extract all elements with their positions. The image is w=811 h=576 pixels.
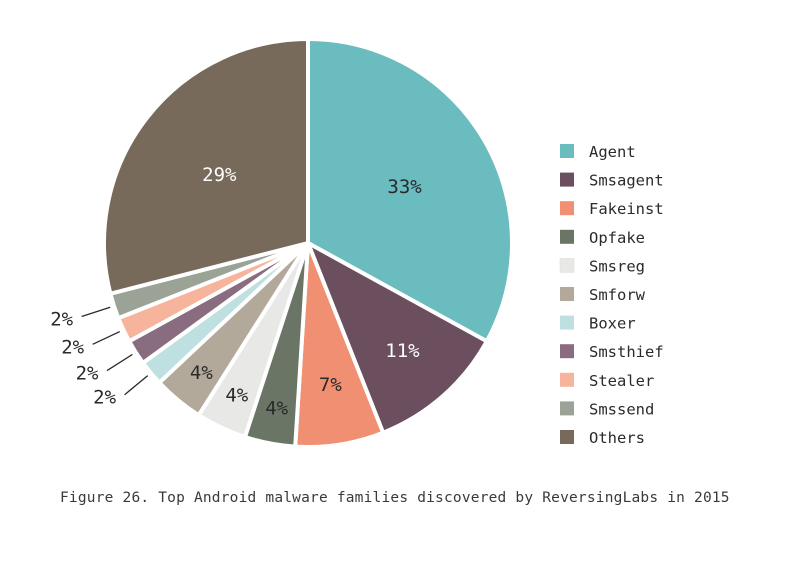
data-label-stealer: 2% [61, 336, 84, 358]
legend-item-others: Others [560, 429, 645, 447]
legend-label-others: Others [589, 429, 645, 447]
legend-swatch-opfake [560, 229, 574, 244]
data-label-agent: 33% [387, 176, 422, 198]
legend-swatch-fakeinst [560, 201, 574, 216]
slice-others [102, 37, 310, 296]
figure-caption: Figure 26. Top Android malware families … [60, 490, 730, 506]
legend-item-smsagent: Smsagent [560, 172, 664, 190]
legend-swatch-stealer [560, 372, 574, 387]
data-label-smforw: 4% [190, 362, 213, 384]
legend-item-smsreg: Smsreg [559, 257, 645, 275]
leader-line-smsthief [106, 353, 133, 372]
legend-label-smsreg: Smsreg [589, 257, 645, 275]
legend-swatch-smsagent [560, 172, 574, 187]
data-label-smsreg: 4% [225, 384, 248, 406]
legend-item-fakeinst: Fakeinst [560, 200, 664, 218]
legend-swatch-smsthief [560, 344, 574, 359]
slice-agent [306, 37, 514, 344]
legend-item-agent: Agent [560, 143, 636, 161]
data-label-opfake: 4% [265, 397, 288, 419]
data-label-smsthief: 2% [76, 363, 99, 385]
legend-swatch-others [560, 430, 574, 444]
legend-label-opfake: Opfake [589, 229, 645, 247]
pie-labels: 33%11%7%4%4%4%2%2%2%2%29% [50, 164, 422, 419]
legend-item-boxer: Boxer [560, 315, 636, 333]
leader-line-stealer [92, 330, 121, 345]
legend-item-smsthief: Smsthief [560, 343, 664, 361]
legend-label-smsthief: Smsthief [589, 343, 664, 361]
data-label-smssend: 2% [50, 309, 73, 331]
data-label-boxer: 2% [93, 387, 116, 409]
data-label-smsagent: 11% [385, 340, 420, 362]
legend-swatch-agent [560, 144, 574, 158]
data-label-others: 29% [202, 164, 237, 186]
legend-item-smforw: Smforw [560, 286, 646, 304]
legend-label-agent: Agent [589, 143, 636, 161]
legend-item-opfake: Opfake [560, 229, 645, 247]
leader-line-smssend [81, 306, 111, 318]
legend-swatch-smsreg [559, 258, 575, 273]
legend-label-stealer: Stealer [589, 372, 654, 390]
slice-smsagent [306, 241, 489, 435]
legend-label-smssend: Smssend [589, 400, 654, 418]
legend-label-boxer: Boxer [589, 315, 636, 333]
legend-swatch-smforw [560, 287, 574, 301]
leader-line-boxer [124, 375, 149, 396]
legend-swatch-smssend [560, 401, 574, 416]
pie-slices [102, 37, 514, 449]
legend-label-smsagent: Smsagent [589, 172, 664, 190]
legend-swatch-boxer [560, 315, 574, 330]
data-label-fakeinst: 7% [319, 374, 342, 396]
legend-label-smforw: Smforw [589, 286, 646, 304]
legend-label-fakeinst: Fakeinst [589, 200, 664, 218]
legend-item-stealer: Stealer [560, 372, 654, 390]
legend-item-smssend: Smssend [560, 400, 654, 418]
legend: Agent Smsagent Fakeinst Opfake Smsreg Smforw B… [559, 143, 664, 447]
